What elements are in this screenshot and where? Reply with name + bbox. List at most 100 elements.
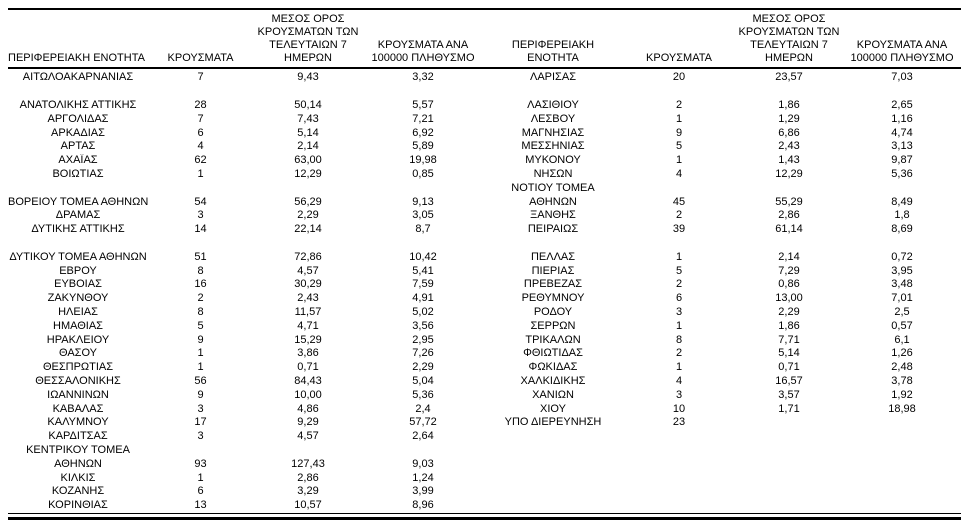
cases-right-cell: 20 bbox=[672, 71, 686, 84]
region-left-cell: ΚΑΛΥΜΝΟΥ bbox=[47, 416, 109, 429]
avg7-right-cell: 2,43 bbox=[778, 140, 800, 153]
avg7-right-cell: 3,57 bbox=[778, 388, 800, 401]
avg7-right-cell: 2,14 bbox=[778, 250, 800, 263]
avg7-left-cell: 10,00 bbox=[294, 388, 322, 401]
region-left-cell: ΕΥΒΟΙΑΣ bbox=[54, 278, 102, 291]
cases-right-cell: 1 bbox=[675, 250, 683, 263]
region-right-cell bbox=[483, 485, 623, 499]
region-right-cell: ΞΑΝΘΗΣ bbox=[530, 209, 576, 222]
avg7-left-header: ΜΕΣΟΣ ΟΡΟΣ ΚΡΟΥΣΜΑΤΩΝ ΤΩΝ ΤΕΛΕΥΤΑΙΩΝ 7 Η… bbox=[253, 9, 363, 69]
table-row: ΑΡΚΑΔΙΑΣ 6 5,14 6,92 ΜΑΓΝΗΣΙΑΣ 9 6,86 4,74 bbox=[8, 126, 961, 140]
per100k-right-cell: 1,26 bbox=[891, 347, 913, 360]
cases-left-cell: 16 bbox=[194, 278, 207, 291]
per100k-left-cell bbox=[363, 181, 483, 195]
region-left-cell: ΚΑΡΔΙΤΣΑΣ bbox=[48, 430, 108, 443]
avg7-right-cell bbox=[735, 485, 843, 499]
per100k-left-cell: 2,4 bbox=[415, 402, 431, 415]
per100k-right-cell: 3,48 bbox=[891, 278, 913, 291]
region-left-cell: ΒΟΙΩΤΙΑΣ bbox=[52, 167, 104, 180]
avg7-right-cell: 2,29 bbox=[778, 305, 800, 318]
region-left-cell: ΑΡΤΑΣ bbox=[60, 140, 96, 153]
cases-left-cell bbox=[148, 444, 253, 458]
cases-right-cell bbox=[623, 181, 735, 195]
region-right-cell bbox=[483, 430, 623, 444]
cases-right-cell: 2 bbox=[675, 209, 683, 222]
cases-left-cell: 17 bbox=[194, 416, 207, 429]
per100k-right-cell: 7,03 bbox=[891, 71, 913, 84]
per100k-right-cell: 9,87 bbox=[891, 154, 913, 167]
per100k-right-cell bbox=[843, 237, 961, 251]
avg7-left-cell: 0,71 bbox=[297, 361, 319, 374]
per100k-right-cell: 2,48 bbox=[891, 361, 913, 374]
cases-left-cell: 3 bbox=[197, 209, 204, 222]
cases-right-cell: 3 bbox=[675, 305, 683, 318]
avg7-left-cell: 3,86 bbox=[297, 347, 319, 360]
avg7-left-cell: 2,14 bbox=[297, 140, 319, 153]
per100k-right-cell bbox=[843, 471, 961, 485]
cases-left-cell: 1 bbox=[197, 471, 204, 484]
table-row bbox=[8, 85, 961, 99]
per100k-left-cell: 1,24 bbox=[412, 471, 434, 484]
region-left-cell: ΗΡΑΚΛΕΙΟΥ bbox=[46, 333, 110, 346]
table-row: ΑΡΤΑΣ 4 2,14 5,89 ΜΕΣΣΗΝΙΑΣ 5 2,43 3,13 bbox=[8, 140, 961, 154]
region-left-header: ΠΕΡΙΦΕΡΕΙΑΚΗ ΕΝΟΤΗΤΑ bbox=[8, 9, 148, 69]
avg7-right-cell: 13,00 bbox=[775, 292, 803, 305]
region-left-cell: ΔΡΑΜΑΣ bbox=[55, 209, 101, 222]
cases-right-cell: 1 bbox=[675, 361, 683, 374]
per100k-left-cell: 2,29 bbox=[412, 361, 434, 374]
table-row: ΑΘΗΝΩΝ 93 127,43 9,03 bbox=[8, 457, 961, 471]
region-right-cell: ΧΑΝΙΩΝ bbox=[532, 388, 574, 401]
per100k-left-cell: 8,7 bbox=[415, 223, 431, 236]
per100k-right-cell: 5,36 bbox=[891, 167, 913, 180]
per100k-right-cell bbox=[843, 485, 961, 499]
cases-left-cell: 1 bbox=[197, 361, 204, 374]
avg7-left-cell: 10,57 bbox=[253, 498, 363, 514]
region-right-cell: ΠΡΕΒΕΖΑΣ bbox=[523, 278, 583, 291]
avg7-left-cell: 72,86 bbox=[294, 250, 322, 263]
per100k-right-cell bbox=[843, 416, 961, 430]
table-row: ΑΝΑΤΟΛΙΚΗΣ ΑΤΤΙΚΗΣ 28 50,14 5,57 ΛΑΣΙΘΙΟΥ 2 1,… bbox=[8, 99, 961, 113]
cases-left-cell: 51 bbox=[194, 250, 207, 263]
avg7-left-cell: 9,43 bbox=[297, 71, 319, 84]
region-left-cell: ΑΙΤΩΛΟΑΚΑΡΝΑΝΙΑΣ bbox=[22, 71, 134, 84]
avg7-right-cell bbox=[735, 457, 843, 471]
table-row: ΑΧΑΪΑΣ 62 63,00 19,98 ΜΥΚΟΝΟΥ 1 1,43 9,87 bbox=[8, 154, 961, 168]
region-right-cell: ΦΘΙΩΤΙΔΑΣ bbox=[523, 347, 583, 360]
region-left-cell: ΘΑΣΟΥ bbox=[58, 347, 98, 360]
region-left-cell bbox=[8, 181, 148, 195]
table-header-row: ΠΕΡΙΦΕΡΕΙΑΚΗ ΕΝΟΤΗΤΑ ΚΡΟΥΣΜΑΤΑ ΜΕΣΟΣ ΟΡΟ… bbox=[8, 9, 961, 69]
cases-left-cell: 6 bbox=[197, 485, 204, 498]
cases-left-cell: 62 bbox=[194, 154, 207, 167]
avg7-right-cell: 1,29 bbox=[778, 112, 800, 125]
per100k-right-cell: 3,13 bbox=[891, 140, 913, 153]
avg7-left-cell bbox=[253, 444, 363, 458]
per100k-left-cell: 5,04 bbox=[412, 374, 434, 387]
table-row: ΗΜΑΘΙΑΣ 5 4,71 3,56 ΣΕΡΡΩΝ 1 1,86 0,57 bbox=[8, 319, 961, 333]
region-right-cell bbox=[483, 85, 623, 99]
avg7-left-cell: 22,14 bbox=[294, 223, 322, 236]
cases-right-cell bbox=[623, 237, 735, 251]
cases-right-cell: 1 bbox=[675, 112, 683, 125]
cases-left-cell: 93 bbox=[194, 457, 207, 470]
region-right-cell bbox=[483, 237, 623, 251]
cases-right-cell: 45 bbox=[672, 195, 686, 208]
cases-left-cell: 28 bbox=[194, 98, 207, 111]
table-row: ΔΥΤΙΚΟΥ ΤΟΜΕΑ ΑΘΗΝΩΝ 51 72,86 10,42 ΠΕΛΛΑΣ 1 2… bbox=[8, 250, 961, 264]
avg7-right-cell: 61,14 bbox=[775, 223, 803, 236]
avg7-left-cell: 4,71 bbox=[297, 319, 319, 332]
per100k-left-cell: 5,02 bbox=[412, 305, 434, 318]
cases-left-cell: 54 bbox=[194, 195, 207, 208]
table-row: ΚΕΝΤΡΙΚΟΥ ΤΟΜΕΑ bbox=[8, 444, 961, 458]
per100k-right-cell: 1,8 bbox=[894, 209, 910, 222]
per100k-left-cell: 7,26 bbox=[412, 347, 434, 360]
avg7-left-cell: 56,29 bbox=[294, 195, 322, 208]
region-left-cell bbox=[8, 85, 148, 99]
per100k-left-cell: 9,03 bbox=[412, 457, 434, 470]
cases-left-cell: 8 bbox=[197, 264, 204, 277]
region-right-cell bbox=[483, 444, 623, 458]
avg7-right-cell bbox=[735, 237, 843, 251]
region-right-cell: ΛΕΣΒΟΥ bbox=[530, 112, 576, 125]
table-row: ΔΡΑΜΑΣ 3 2,29 3,05 ΞΑΝΘΗΣ 2 2,86 1,8 bbox=[8, 209, 961, 223]
per100k-right-cell bbox=[843, 181, 961, 195]
cases-right-cell: 8 bbox=[675, 333, 683, 346]
